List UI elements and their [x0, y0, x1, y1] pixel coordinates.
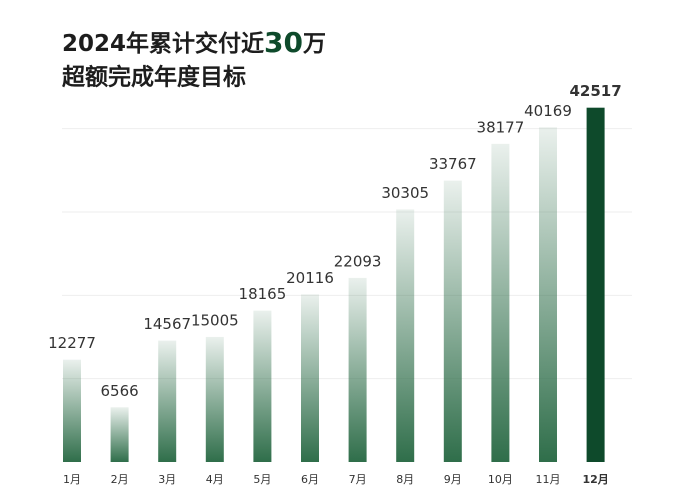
x-tick-label: 9月	[444, 473, 462, 486]
value-label: 6566	[101, 382, 139, 400]
value-label: 33767	[429, 155, 477, 173]
bar	[301, 294, 319, 462]
x-tick-label: 12月	[582, 473, 608, 486]
x-tick-label: 1月	[63, 473, 81, 486]
value-label: 18165	[239, 285, 287, 303]
x-tick-label: 8月	[396, 473, 414, 486]
bar	[396, 209, 415, 462]
bar	[63, 359, 81, 462]
value-label: 40169	[524, 102, 572, 120]
value-label: 15005	[191, 311, 239, 329]
value-label: 42517	[570, 82, 622, 100]
value-label: 22093	[334, 252, 382, 270]
x-tick-label: 3月	[158, 473, 176, 486]
x-tick-label: 6月	[301, 473, 319, 486]
chart-title: 2024年累计交付近30万	[62, 26, 326, 59]
bar	[348, 277, 367, 462]
bar	[110, 407, 129, 462]
bar	[205, 336, 224, 462]
x-tick-label: 11月	[536, 473, 561, 486]
x-tick-label: 10月	[488, 473, 513, 486]
x-tick-label: 5月	[253, 473, 271, 486]
bar	[253, 310, 272, 462]
x-tick-label: 7月	[349, 473, 367, 486]
title-number: 30	[264, 26, 303, 59]
value-label: 38177	[477, 118, 525, 136]
bar	[158, 340, 177, 462]
x-tick-label: 4月	[206, 473, 224, 486]
value-label: 12277	[48, 334, 96, 352]
bar	[586, 107, 605, 463]
value-label: 20116	[286, 269, 334, 287]
chart-subtitle: 超额完成年度目标	[62, 64, 246, 91]
bar	[443, 180, 462, 462]
value-label: 30305	[381, 184, 429, 202]
value-label: 14567	[143, 315, 191, 333]
bar	[491, 143, 510, 462]
bar	[539, 127, 557, 462]
title-part: 2024年累计交付近	[62, 30, 264, 57]
x-tick-label: 2月	[111, 473, 129, 486]
title-part: 万	[303, 31, 326, 57]
